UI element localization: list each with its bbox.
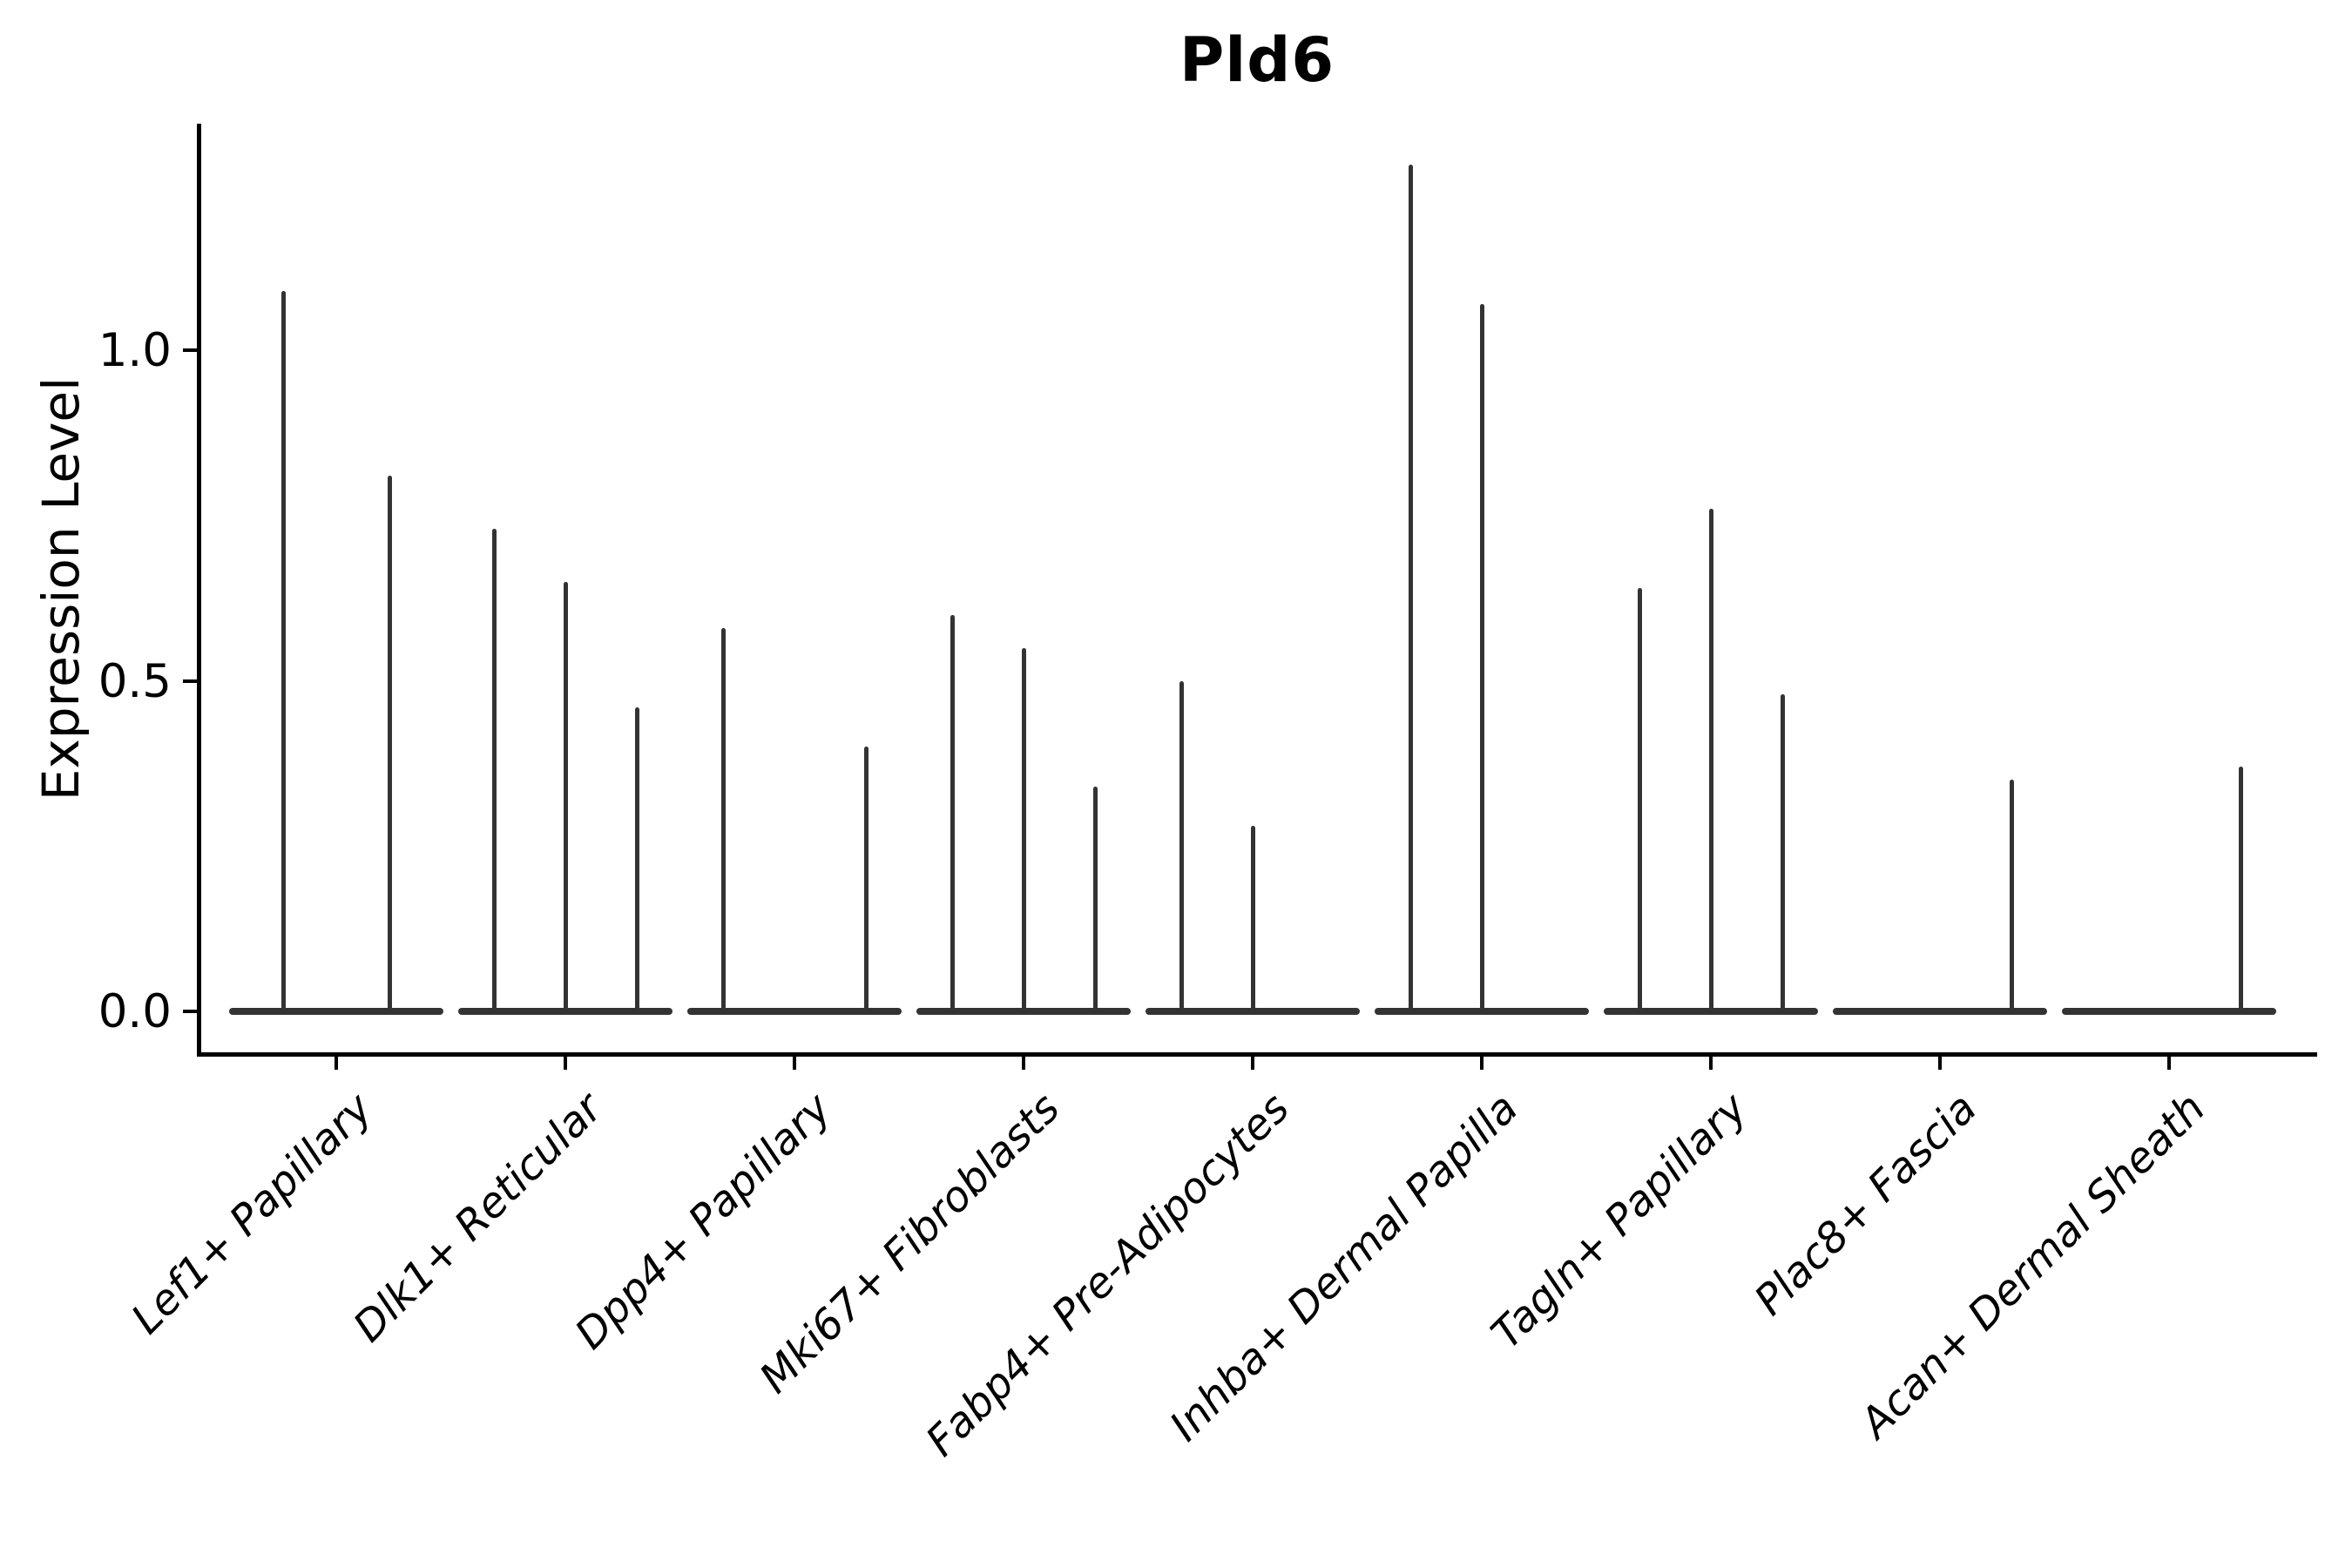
y-tick-label-0.0: 0.0 (98, 985, 172, 1038)
x-tick-label: Tagln+ Papillary (1482, 1084, 1757, 1359)
y-axis-label: Expression Level (31, 376, 91, 801)
violin-baseline (229, 1008, 443, 1015)
violin-spike (1179, 680, 1184, 1014)
x-tick-mark (1709, 1057, 1713, 1070)
violin-spike (634, 706, 639, 1014)
x-tick-label: Dlk1+ Reticular (343, 1084, 612, 1352)
y-tick-mark-1.0 (183, 348, 197, 352)
plot-title: Pld6 (1179, 24, 1335, 96)
violin-spike (280, 290, 286, 1014)
x-tick-mark (1938, 1057, 1942, 1070)
violin-spike (1708, 509, 1713, 1014)
violin-baseline (2062, 1008, 2276, 1015)
violin-spike (2009, 780, 2014, 1014)
y-tick-label-1.0: 1.0 (98, 324, 172, 377)
violin-spike (563, 581, 568, 1014)
x-tick-label: Dpp4+ Papillary (565, 1084, 841, 1359)
violin-spike (950, 614, 955, 1014)
violin-spike (387, 476, 392, 1014)
y-tick-mark-0.5 (183, 679, 197, 683)
violin-spike (1021, 647, 1026, 1014)
x-tick-mark (793, 1057, 796, 1070)
x-axis-spine (197, 1052, 2317, 1057)
violin-baseline (1833, 1008, 2047, 1015)
x-tick-label: Lef1+ Papillary (122, 1084, 382, 1344)
x-tick-label: Plac8+ Fascia (1745, 1084, 1986, 1325)
y-axis-spine (197, 124, 201, 1057)
x-tick-mark (335, 1057, 338, 1070)
violin-spike (863, 747, 868, 1014)
x-tick-mark (2167, 1057, 2171, 1070)
x-tick-mark (1251, 1057, 1254, 1070)
violin-spike (1780, 693, 1785, 1014)
violin-spike (491, 528, 497, 1014)
violin-spike (1479, 303, 1484, 1014)
x-tick-mark (564, 1057, 567, 1070)
y-tick-mark-0.0 (183, 1010, 197, 1013)
violin-spike (1637, 588, 1642, 1014)
violin-spike (1408, 165, 1413, 1014)
violin-spike (720, 627, 726, 1014)
x-tick-mark (1022, 1057, 1025, 1070)
x-tick-mark (1480, 1057, 1484, 1070)
violin-spike (2238, 767, 2243, 1014)
violin-spike (1092, 786, 1098, 1014)
violin-baseline (687, 1008, 902, 1015)
violin-spike (1250, 826, 1255, 1014)
y-tick-label-0.5: 0.5 (98, 654, 172, 708)
